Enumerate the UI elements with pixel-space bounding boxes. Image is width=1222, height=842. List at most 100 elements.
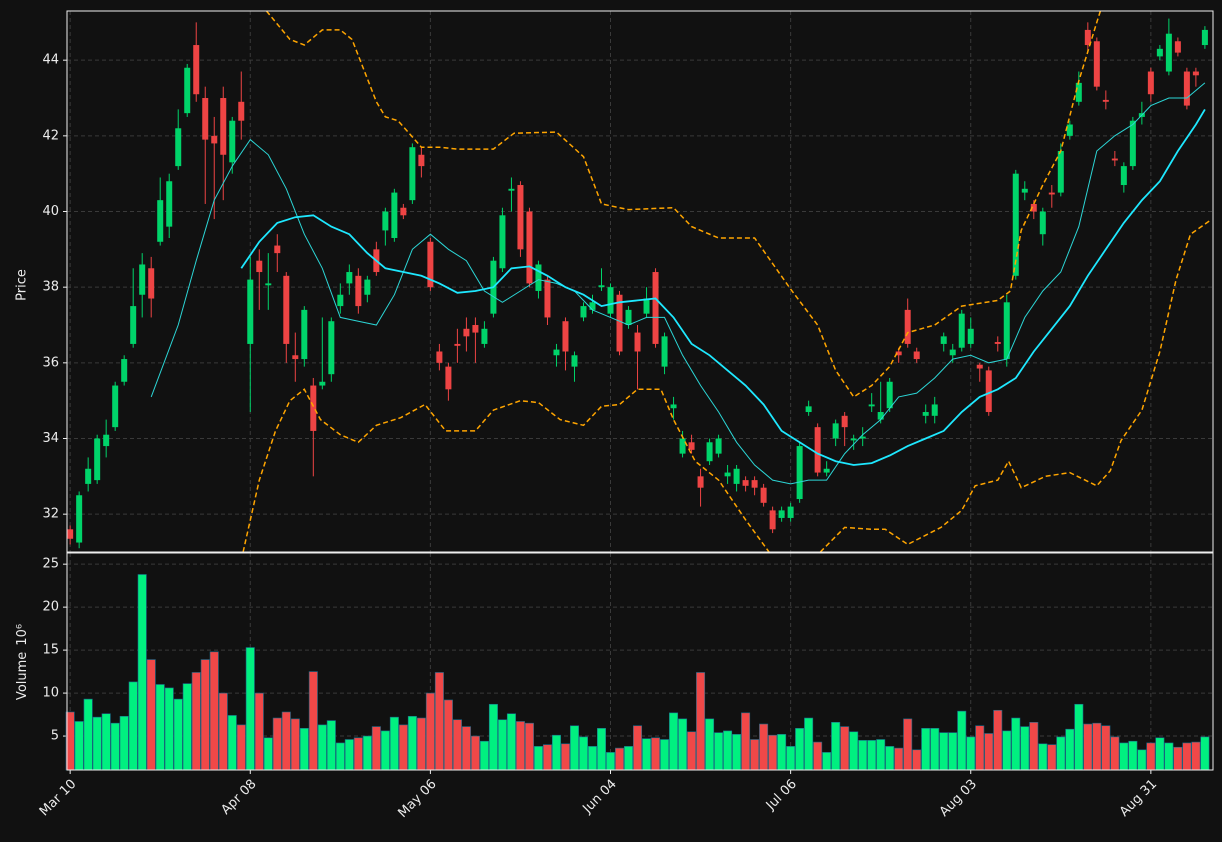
candle-body [202,98,209,140]
y-tick-label: 10 [42,686,59,701]
candle-body [571,355,578,367]
volume-bar [786,746,796,771]
candle-body [1057,150,1064,193]
volume-bar [939,732,949,771]
candle-body [409,147,416,201]
candle-body [769,510,776,530]
candle-body [634,332,641,352]
candle-body [697,476,704,488]
volume-bar [1173,746,1183,771]
volume-bar [732,734,742,771]
volume-bar [263,737,273,771]
candle-body [67,529,74,539]
volume-bar [254,692,264,771]
volume-bar [777,734,787,771]
candle-body [1174,41,1181,53]
candle-body [310,385,317,431]
volume-bar [993,709,1003,771]
volume-bar [912,749,922,771]
volume-bar [173,698,183,771]
volume-bar [1020,726,1030,771]
candle-body [814,427,821,473]
volume-bar [1128,740,1138,771]
candle-body [337,294,344,307]
candle-body [256,260,263,273]
volume-bar [290,718,300,771]
volume-bar [606,752,616,771]
volume-label: Volume [15,652,30,700]
candle-body [985,370,992,413]
candle-body [661,336,668,367]
y-axis-label: Price [15,269,30,301]
candle-body [535,264,542,291]
indicator-line [265,10,1102,398]
volume-bar [624,746,634,771]
candle-body [301,309,308,360]
volume-bar [533,746,543,771]
candle-body [562,321,569,352]
volume-bar [741,712,751,771]
volume-bar [1047,744,1057,771]
candle-body [1102,99,1109,102]
volume-bar [1038,743,1048,771]
candle-body [265,283,272,286]
volume-bar [326,720,336,771]
candle-body [580,306,587,318]
volume-bar [281,711,291,771]
candle-body [967,328,974,344]
volume-bar [1011,717,1021,771]
volume-bar [1002,730,1012,771]
candle-body [913,351,920,360]
volume-bar [696,672,706,771]
volume-bar [497,719,507,771]
volume-bar [425,692,435,771]
candle-body [166,181,173,227]
candle-body [796,446,803,500]
volume-bar [885,746,895,771]
candle-body [1021,188,1028,193]
volume-bar [182,683,192,771]
volume-bar [596,728,606,771]
volume-bar [1191,741,1201,771]
y-tick-label: 40 [42,204,59,219]
volume-bar [299,728,309,771]
volume-bar [903,718,913,771]
volume-bar [506,713,516,771]
candle-body [1192,71,1199,76]
y-tick-label: 44 [42,53,59,68]
candle-body [1030,203,1037,212]
candle-body [481,328,488,344]
volume-bar [1029,722,1039,771]
candle-body [103,434,110,447]
volume-bar [1101,725,1111,771]
volume-bar [921,728,931,771]
candle-body [436,351,443,363]
volume-bar [831,722,841,771]
volume-bar [1065,728,1075,771]
candle-body [445,366,452,390]
volume-bar [840,726,850,771]
volume-bar [479,740,489,771]
candle-body [1201,29,1208,46]
candle-body [589,302,596,310]
volume-bar [1146,742,1156,771]
candle-body [724,472,731,477]
volume-bar [542,744,552,771]
volume-bar [416,717,426,771]
candle-body [805,406,812,413]
candle-body [130,306,137,344]
candle-body [1183,71,1190,106]
volume-bar [660,739,670,771]
volume-bar [1056,736,1066,771]
volume-bar [524,722,534,771]
candle-body [526,211,533,284]
candle-body [859,436,866,439]
volume-bar [1083,723,1093,771]
candle-body [733,468,740,484]
candle-body [1147,71,1154,95]
volume-bar [515,721,525,771]
volume-bar [723,730,733,771]
volume-bar [615,747,625,771]
candle-body [607,287,614,314]
candle-body [247,279,254,344]
